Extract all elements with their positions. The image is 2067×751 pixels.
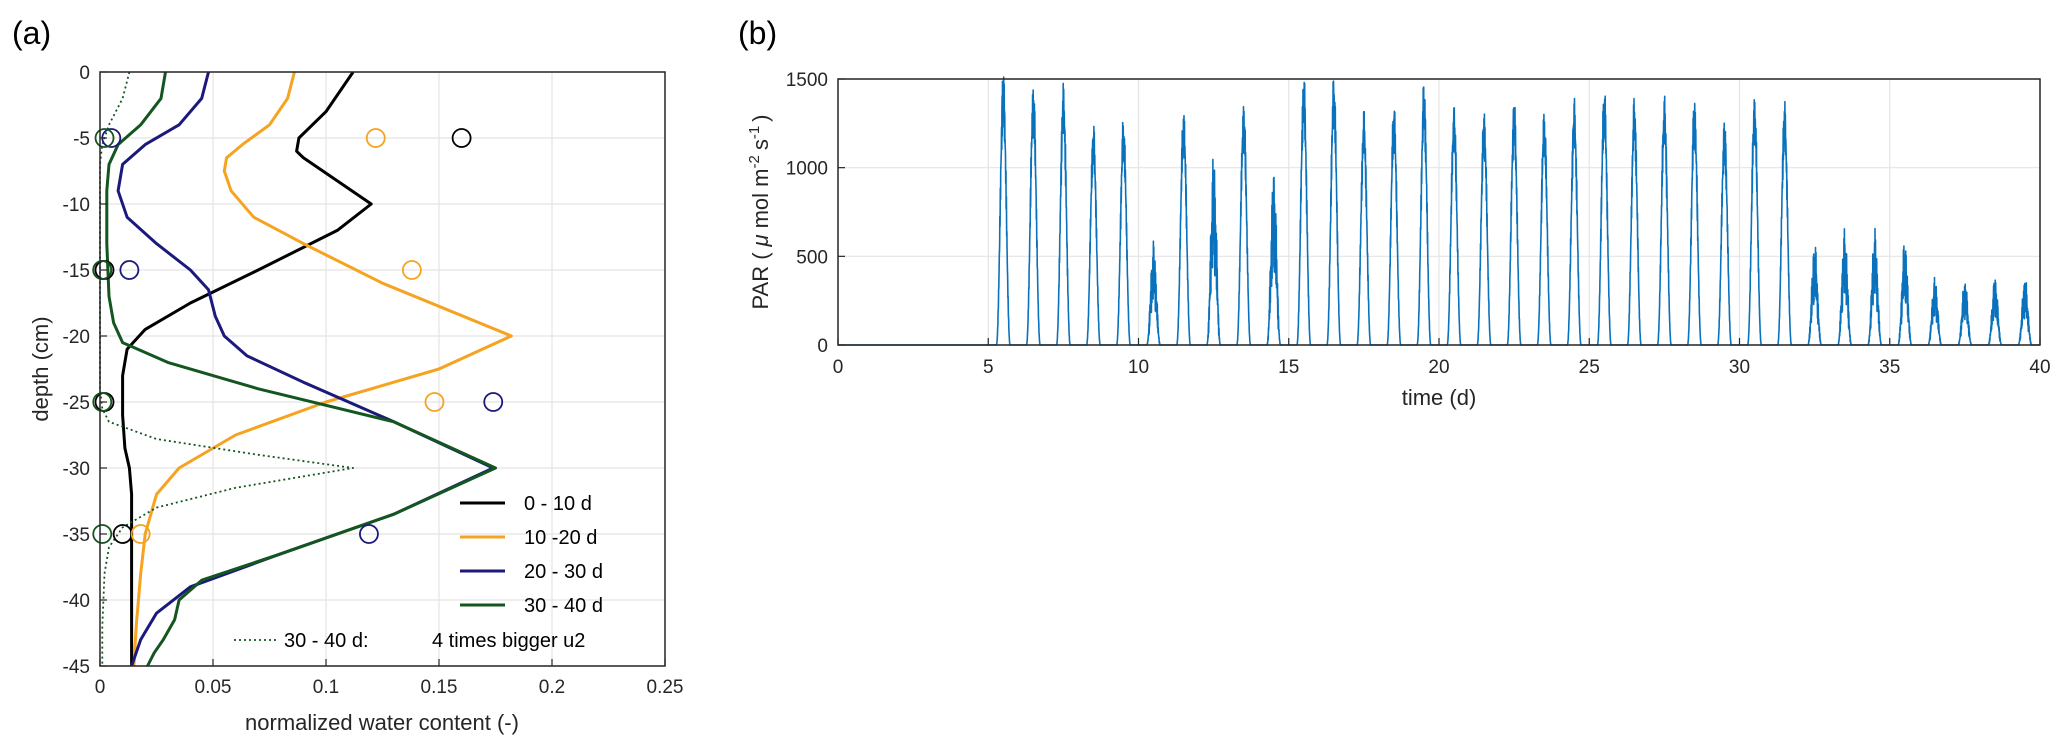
x-tick-label: 0.05	[195, 677, 232, 698]
xlabel-b: time (d)	[1402, 385, 1477, 410]
ylabel-b-close: )	[748, 114, 773, 121]
x-tick-label: 35	[1879, 357, 1900, 378]
y-tick-label: 1000	[786, 159, 828, 180]
legend-entry-4: 30 - 40 d:	[284, 630, 369, 652]
data-marker-1	[130, 524, 151, 544]
x-tick-label: 0	[95, 677, 106, 698]
series-group-a	[99, 71, 513, 667]
legend-a: 0 - 10 d 10 -20 d 20 - 30 d 30 - 40 d 30…	[234, 493, 603, 652]
data-marker-2	[359, 524, 379, 544]
y-tick-label: 1500	[786, 70, 828, 91]
ylabel-b-mu: μ	[748, 234, 773, 247]
data-marker-0	[451, 128, 472, 148]
x-tick-label: 0.1	[313, 677, 339, 698]
x-tick-label: 30	[1729, 357, 1750, 378]
legend-entry-0: 0 - 10 d	[524, 493, 592, 515]
x-tick-label: 0.2	[539, 677, 565, 698]
data-marker-2	[483, 392, 504, 412]
legend-extra: 4 times bigger u2	[432, 630, 585, 652]
data-marker-3	[94, 128, 115, 148]
ylabel-b-unit2: s	[748, 139, 773, 150]
ylabel-b-exp1: -2	[746, 155, 763, 168]
markers-group-a	[92, 128, 504, 544]
y-tick-label: -20	[63, 327, 90, 348]
x-tick-label: 20	[1428, 357, 1449, 378]
x-tick-label: 0.15	[421, 677, 458, 698]
legend-entry-2: 20 - 30 d	[524, 561, 603, 583]
y-tick-label: 500	[796, 247, 828, 268]
x-tick-label: 40	[2029, 357, 2050, 378]
x-tick-label: 0.25	[647, 677, 684, 698]
ylabel-a: depth (cm)	[28, 316, 53, 421]
y-tick-label: -40	[63, 591, 90, 612]
xlabel-a: normalized water content (-)	[245, 710, 519, 735]
legend-entry-1: 10 -20 d	[524, 527, 597, 549]
x-tick-label: 15	[1278, 357, 1299, 378]
series-line-0	[121, 71, 373, 666]
y-tick-label: -45	[63, 657, 90, 678]
y-tick-label: -30	[63, 459, 90, 480]
data-marker-1	[365, 128, 386, 148]
y-tick-label: -15	[63, 261, 90, 282]
ylabel-b-exp2: -1	[746, 126, 763, 139]
data-marker-3	[92, 524, 113, 544]
y-tick-label: -25	[63, 393, 90, 414]
y-tick-label: -5	[73, 129, 90, 150]
panel-label-b: (b)	[738, 15, 777, 51]
ticks-b: 0 5 10 15 20 25 30 35 40 0 500 1000 1500	[786, 70, 2051, 378]
panel-label-a: (a)	[12, 15, 51, 51]
x-tick-label: 25	[1579, 357, 1600, 378]
data-marker-1	[401, 260, 422, 280]
grid-b	[837, 78, 2041, 346]
data-marker-3	[92, 260, 113, 280]
legend-entry-3: 30 - 40 d	[524, 595, 603, 617]
ylabel-b: PAR ( μ mol m-2 s-1)	[746, 114, 773, 309]
series-line-4	[99, 71, 354, 666]
x-tick-label: 0	[833, 357, 844, 378]
y-tick-label: -35	[63, 525, 90, 546]
y-tick-label: 0	[79, 63, 90, 84]
series-line-3	[105, 71, 497, 667]
ticks-a: 0 0.05 0.1 0.15 0.2 0.25 0 -5 -10 -15 -20 -25 -30 -35…	[63, 63, 684, 698]
axes-frame-a	[99, 71, 666, 667]
ylabel-b-unit: mol m	[748, 169, 773, 229]
ylabel-b-main: PAR (	[748, 252, 773, 310]
x-tick-label: 5	[983, 357, 994, 378]
x-tick-label: 10	[1128, 357, 1149, 378]
y-tick-label: 0	[817, 336, 828, 357]
y-tick-label: -10	[63, 195, 90, 216]
data-marker-3	[92, 392, 113, 412]
data-marker-1	[424, 392, 445, 412]
data-marker-2	[119, 260, 140, 280]
